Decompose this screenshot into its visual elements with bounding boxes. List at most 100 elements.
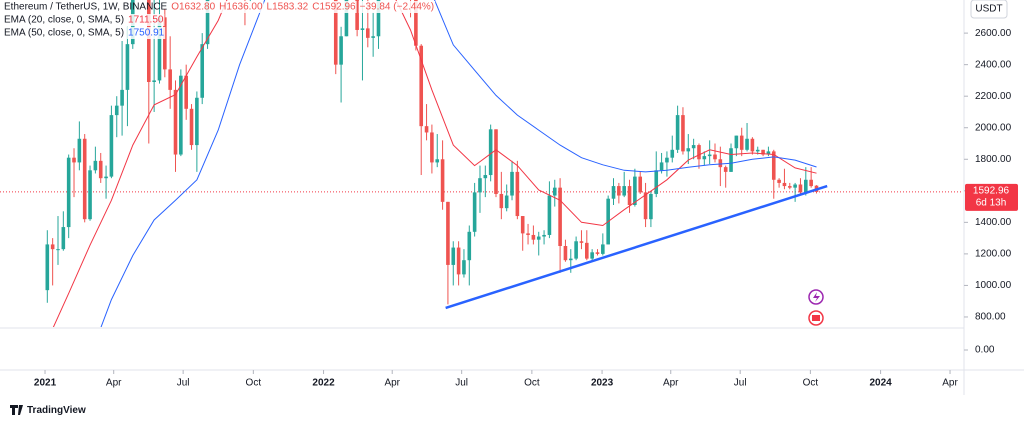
candle-body [568, 258, 573, 261]
candle-body [451, 247, 456, 265]
candle-body [109, 115, 114, 177]
legend-text: EMA (20, close, 0, SMA, 5) [4, 15, 124, 26]
candle-body [761, 149, 765, 155]
x-tick-label: Jul [455, 378, 468, 389]
candle-body [146, 0, 151, 82]
candle-body [510, 171, 514, 196]
brand-logo[interactable] [10, 405, 23, 415]
candle-body [333, 0, 338, 65]
candle-body [195, 97, 199, 146]
candle-body [542, 234, 546, 237]
x-tick-label: Apr [384, 378, 400, 389]
y-tick-label: 2600.00 [975, 28, 1012, 39]
candle-body [440, 159, 445, 202]
candle-body [499, 193, 504, 209]
candle-body [93, 160, 98, 171]
candle-body [558, 187, 562, 246]
candle-body [745, 138, 749, 150]
candle-body [82, 138, 87, 220]
ema-line [100, 0, 817, 327]
candle-body [98, 160, 103, 179]
candle-body [61, 227, 66, 250]
candle-body [633, 176, 637, 205]
candle-body [72, 157, 76, 163]
candle-body [713, 154, 717, 160]
candle-body [483, 175, 488, 179]
candle-body [643, 192, 648, 220]
candle-body [617, 186, 621, 196]
candle-body [430, 132, 434, 163]
economic-icon-glyph [812, 315, 820, 321]
legend-value: L1583.32 [267, 2, 309, 13]
candle-body [184, 75, 188, 109]
candle-body [520, 216, 525, 234]
candle-body [205, 0, 210, 45]
legend-value-box [358, 1, 436, 13]
candle-body [766, 151, 771, 155]
candle-body [697, 145, 701, 160]
candle-body [531, 234, 536, 240]
candle-body [574, 241, 578, 259]
candle-body [595, 252, 600, 254]
brand-name[interactable]: TradingView [27, 405, 86, 416]
candle-body [804, 179, 808, 193]
candle-body [189, 108, 194, 146]
x-tick-label: 2024 [869, 378, 892, 389]
y-tick-label: 800.00 [975, 312, 1006, 323]
legend-value: C1592.96 [312, 2, 356, 13]
candle-body [467, 231, 472, 261]
candle-body [414, 0, 418, 46]
candle-body [152, 80, 156, 82]
trendline [445, 184, 828, 310]
x-tick-label: Apr [663, 378, 679, 389]
candle-body [718, 159, 723, 168]
legend-text: EMA (50, close, 0, SMA, 5) [4, 28, 124, 39]
candle-body [462, 260, 466, 275]
candle-body [771, 151, 776, 180]
legend-value-box [127, 14, 165, 26]
candle-body [424, 126, 429, 133]
candle-body [670, 149, 675, 158]
candle-body [173, 89, 178, 155]
currency-box[interactable] [970, 0, 1008, 19]
candle-body [622, 186, 626, 196]
last-price-box [965, 183, 1018, 211]
candle-body [686, 148, 691, 152]
candle-body [777, 179, 781, 183]
candle-body [114, 105, 119, 116]
legend-value-box [127, 27, 166, 39]
y-tick-label: 1800.00 [975, 154, 1012, 165]
candle-body [723, 167, 728, 172]
legend-value-box [311, 1, 357, 13]
x-tick-label: Jul [177, 378, 190, 389]
candle-body [66, 157, 71, 228]
candle-body [456, 247, 461, 275]
candle-body [478, 178, 482, 193]
countdown-label: 6d 13h [976, 198, 1007, 209]
main-pane [0, 0, 963, 327]
x-tick-label: Oct [524, 378, 540, 389]
candle-body [654, 170, 659, 194]
candle-body [702, 156, 707, 160]
y-tick-label: 2000.00 [975, 122, 1012, 133]
candle-body [163, 17, 167, 70]
legend-value: −39.84 (−2.44%) [360, 2, 435, 13]
candle-body [344, 0, 349, 37]
candle-body [787, 186, 792, 188]
candle-body [734, 135, 739, 149]
candle-body [782, 182, 787, 187]
y-tick-label: 2400.00 [975, 59, 1012, 70]
candle-body [526, 233, 530, 235]
candle-body [793, 184, 797, 188]
candle-body [627, 186, 632, 205]
candle-body [601, 244, 605, 254]
candle-body [750, 138, 755, 152]
candle-body [435, 159, 440, 163]
candle-body [366, 28, 370, 38]
candle-body [707, 154, 712, 157]
candle-body [729, 148, 733, 172]
currency: USDT [975, 4, 1002, 15]
candle-body [579, 241, 584, 243]
candle-body [88, 170, 92, 220]
